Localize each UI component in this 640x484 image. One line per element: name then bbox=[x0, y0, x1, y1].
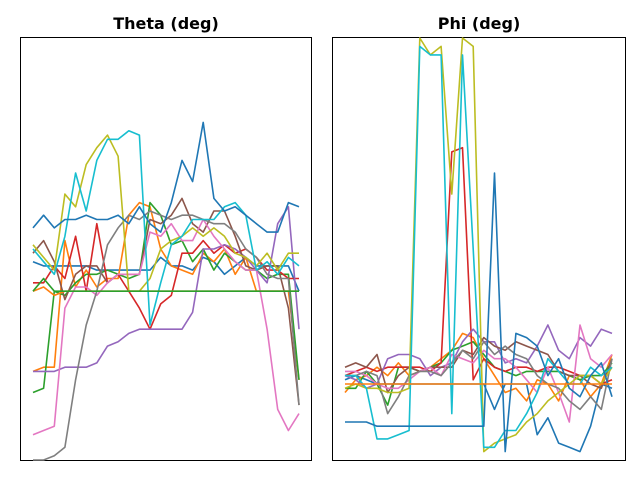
theta-series-line-2 bbox=[32, 201, 300, 380]
phi-chart: Phi (deg) bbox=[332, 14, 626, 461]
phi-plot-frame bbox=[332, 37, 626, 461]
theta-series-line-11 bbox=[32, 121, 300, 233]
phi-series-lines bbox=[344, 37, 613, 453]
phi-chart-title: Phi (deg) bbox=[438, 14, 521, 33]
theta-plot-frame bbox=[20, 37, 312, 461]
theta-series-lines bbox=[32, 121, 300, 461]
theta-chart-title: Theta (deg) bbox=[113, 14, 219, 33]
theta-chart: Theta (deg) bbox=[20, 14, 312, 461]
theta-series-line-13 bbox=[32, 277, 299, 293]
theta-series-line-10 bbox=[32, 130, 300, 326]
theta-series-line-7 bbox=[32, 218, 300, 436]
phi-series-line-4 bbox=[344, 146, 613, 385]
